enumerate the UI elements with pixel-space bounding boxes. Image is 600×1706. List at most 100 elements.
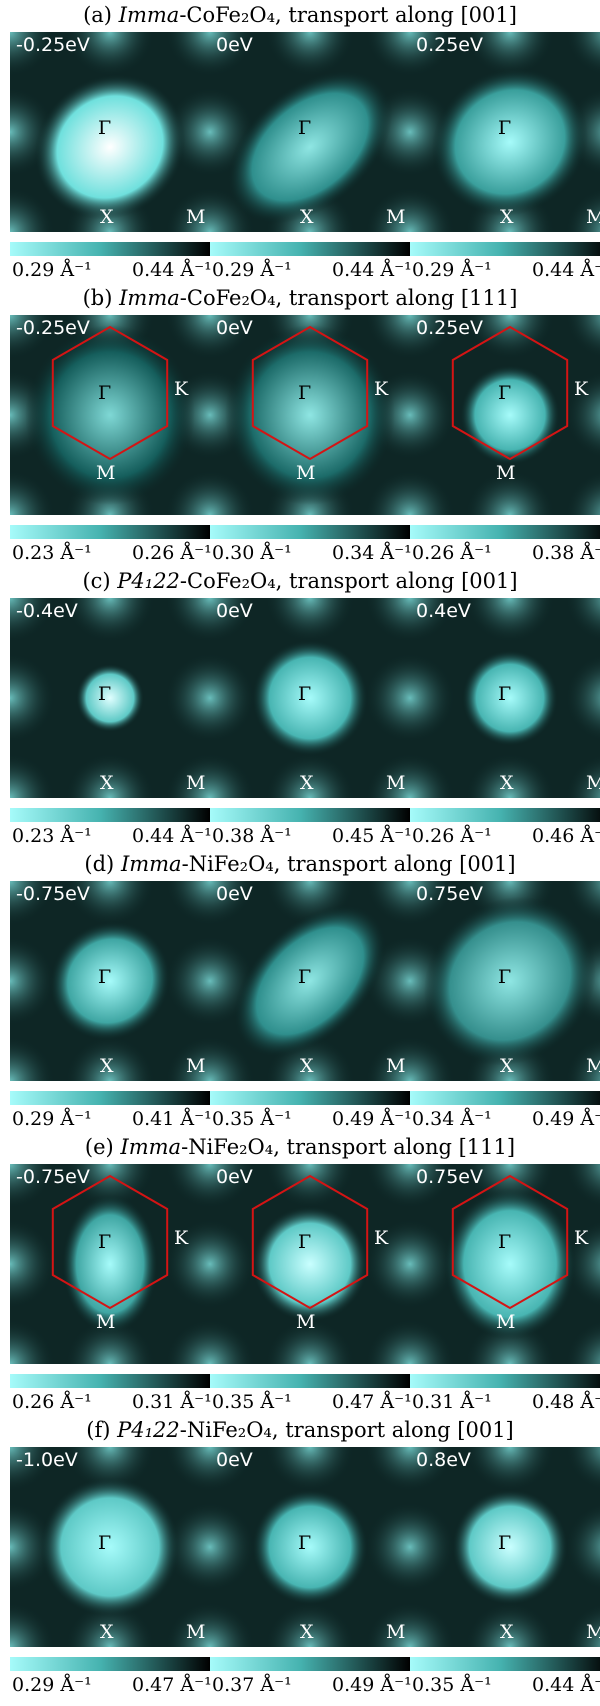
- caption-direction: transport along [001]: [287, 852, 516, 876]
- x-point-label: X: [500, 1055, 514, 1077]
- gamma-point-label: Γ: [298, 382, 312, 404]
- heatmap-blob: [252, 640, 368, 756]
- x-point-label: X: [100, 772, 114, 794]
- heatmap-lobe: [210, 1036, 255, 1081]
- caption-label: (d): [84, 852, 115, 876]
- energy-label: 0.8eV: [416, 1449, 471, 1471]
- heatmap-svg: [210, 32, 410, 232]
- heatmap-lobe: [410, 1219, 455, 1309]
- colorbar-min-label: 0.29 Å⁻¹: [212, 259, 292, 281]
- colorbar-min-label: 0.23 Å⁻¹: [12, 542, 92, 564]
- m-point-label: M: [386, 206, 406, 228]
- heatmap-blob: [225, 325, 395, 505]
- caption-compound: CoFe₂O₄: [187, 569, 276, 593]
- colorbar: [410, 1091, 600, 1105]
- heatmap-lobe: [210, 1164, 255, 1209]
- fermi-surface-panel: 0.75eV Γ K M: [410, 1164, 600, 1364]
- heatmap-svg: [410, 1447, 600, 1647]
- fermi-surface-panel: 0.4eV Γ X M: [410, 598, 600, 798]
- heatmap-svg: [210, 598, 410, 798]
- heatmap-lobe: [410, 1036, 455, 1081]
- heatmap-lobe: [565, 1603, 600, 1647]
- heatmap-lobe: [365, 1602, 410, 1647]
- heatmap-lobe: [465, 1447, 555, 1492]
- colorbar: [210, 242, 410, 256]
- colorbar-min-label: 0.31 Å⁻¹: [412, 1391, 492, 1413]
- caption-structure: Imma: [119, 286, 180, 310]
- heatmap-lobe: [65, 1036, 155, 1081]
- heatmap-lobe: [410, 753, 455, 798]
- gamma-point-label: Γ: [498, 966, 512, 988]
- heatmap-svg: [210, 1164, 410, 1364]
- colorbar-min-label: 0.23 Å⁻¹: [12, 825, 92, 847]
- colorbar: [410, 1374, 600, 1388]
- energy-label: -0.4eV: [16, 600, 78, 622]
- gamma-point-label: Γ: [98, 1231, 112, 1253]
- heatmap-lobe: [365, 1319, 410, 1364]
- heatmap-blob: [40, 1477, 180, 1617]
- m-point-label: M: [386, 772, 406, 794]
- colorbar: [10, 808, 210, 822]
- fermi-surface-panel: 0eV Γ K M: [210, 1164, 410, 1364]
- heatmap-lobe: [165, 936, 210, 1026]
- heatmap-lobe: [10, 1602, 55, 1647]
- colorbar: [10, 1657, 210, 1671]
- row-caption: (d) Imma-NiFe₂O₄, transport along [001]: [84, 852, 516, 876]
- fermi-surface-panel: -0.25eV Γ X M: [10, 32, 210, 232]
- x-point-label: X: [100, 206, 114, 228]
- colorbar-min-label: 0.26 Å⁻¹: [12, 1391, 92, 1413]
- heatmap-lobe: [565, 188, 600, 232]
- heatmap-lobe: [210, 753, 255, 798]
- m-point-label: M: [186, 1621, 206, 1643]
- heatmap-svg: [10, 598, 210, 798]
- caption-compound: NiFe₂O₄: [186, 1418, 272, 1442]
- heatmap-blob: [76, 664, 144, 732]
- fermi-surface-panel: 0eV Γ X M: [210, 1447, 410, 1647]
- x-point-label: X: [100, 1055, 114, 1077]
- colorbar-max-label: 0.47 Å⁻¹: [132, 1674, 212, 1696]
- heatmap-lobe: [365, 315, 410, 360]
- heatmap-lobe: [165, 1164, 210, 1209]
- heatmap-lobe: [10, 32, 55, 77]
- heatmap-svg: [410, 315, 600, 515]
- caption-direction: transport along [001]: [288, 3, 517, 27]
- heatmap-lobe: [165, 1602, 210, 1647]
- heatmap-lobe: [410, 1447, 455, 1492]
- heatmap-lobe: [210, 1447, 255, 1492]
- heatmap-lobe: [165, 470, 210, 515]
- fermi-surface-panel: 0eV Γ X M: [210, 881, 410, 1081]
- brillouin-zone-hexagon: [51, 1174, 169, 1310]
- fermi-surface-panel: -0.75eV Γ X M: [10, 881, 210, 1081]
- caption-compound: CoFe₂O₄: [186, 3, 276, 27]
- heatmap-lobe: [465, 1602, 555, 1647]
- caption-structure: P4₁22: [117, 1418, 180, 1442]
- caption-structure: Imma: [120, 852, 182, 876]
- colorbar-max-label: 0.44 Å⁻¹: [532, 1674, 600, 1696]
- heatmap-lobe: [10, 881, 55, 926]
- heatmap-lobe: [10, 1319, 55, 1364]
- heatmap-blob: [462, 650, 558, 746]
- caption-structure: Imma: [118, 3, 180, 27]
- heatmap-lobe: [165, 1447, 210, 1492]
- m-point-label: M: [496, 462, 516, 484]
- heatmap-lobe: [410, 1319, 455, 1364]
- x-point-label: X: [300, 1055, 314, 1077]
- colorbar-min-label: 0.35 Å⁻¹: [212, 1108, 292, 1130]
- k-point-label: K: [574, 378, 589, 400]
- heatmap-svg: [10, 881, 210, 1081]
- gamma-point-label: Γ: [498, 382, 512, 404]
- heatmap-lobe: [565, 371, 600, 459]
- heatmap-lobe: [365, 1219, 410, 1309]
- heatmap-lobe: [465, 753, 555, 798]
- heatmap-lobe: [65, 1164, 155, 1209]
- heatmap-lobe: [210, 32, 255, 77]
- heatmap-lobe: [210, 187, 255, 232]
- row-caption: (a) Imma-CoFe₂O₄, transport along [001]: [83, 3, 517, 27]
- heatmap-blob: [252, 1489, 368, 1605]
- brillouin-zone-hexagon: [451, 325, 569, 461]
- gamma-point-label: Γ: [98, 966, 112, 988]
- heatmap-lobe: [165, 32, 210, 77]
- colorbar-min-label: 0.35 Å⁻¹: [212, 1391, 292, 1413]
- heatmap-lobe: [410, 32, 455, 77]
- heatmap-svg: [210, 1447, 410, 1647]
